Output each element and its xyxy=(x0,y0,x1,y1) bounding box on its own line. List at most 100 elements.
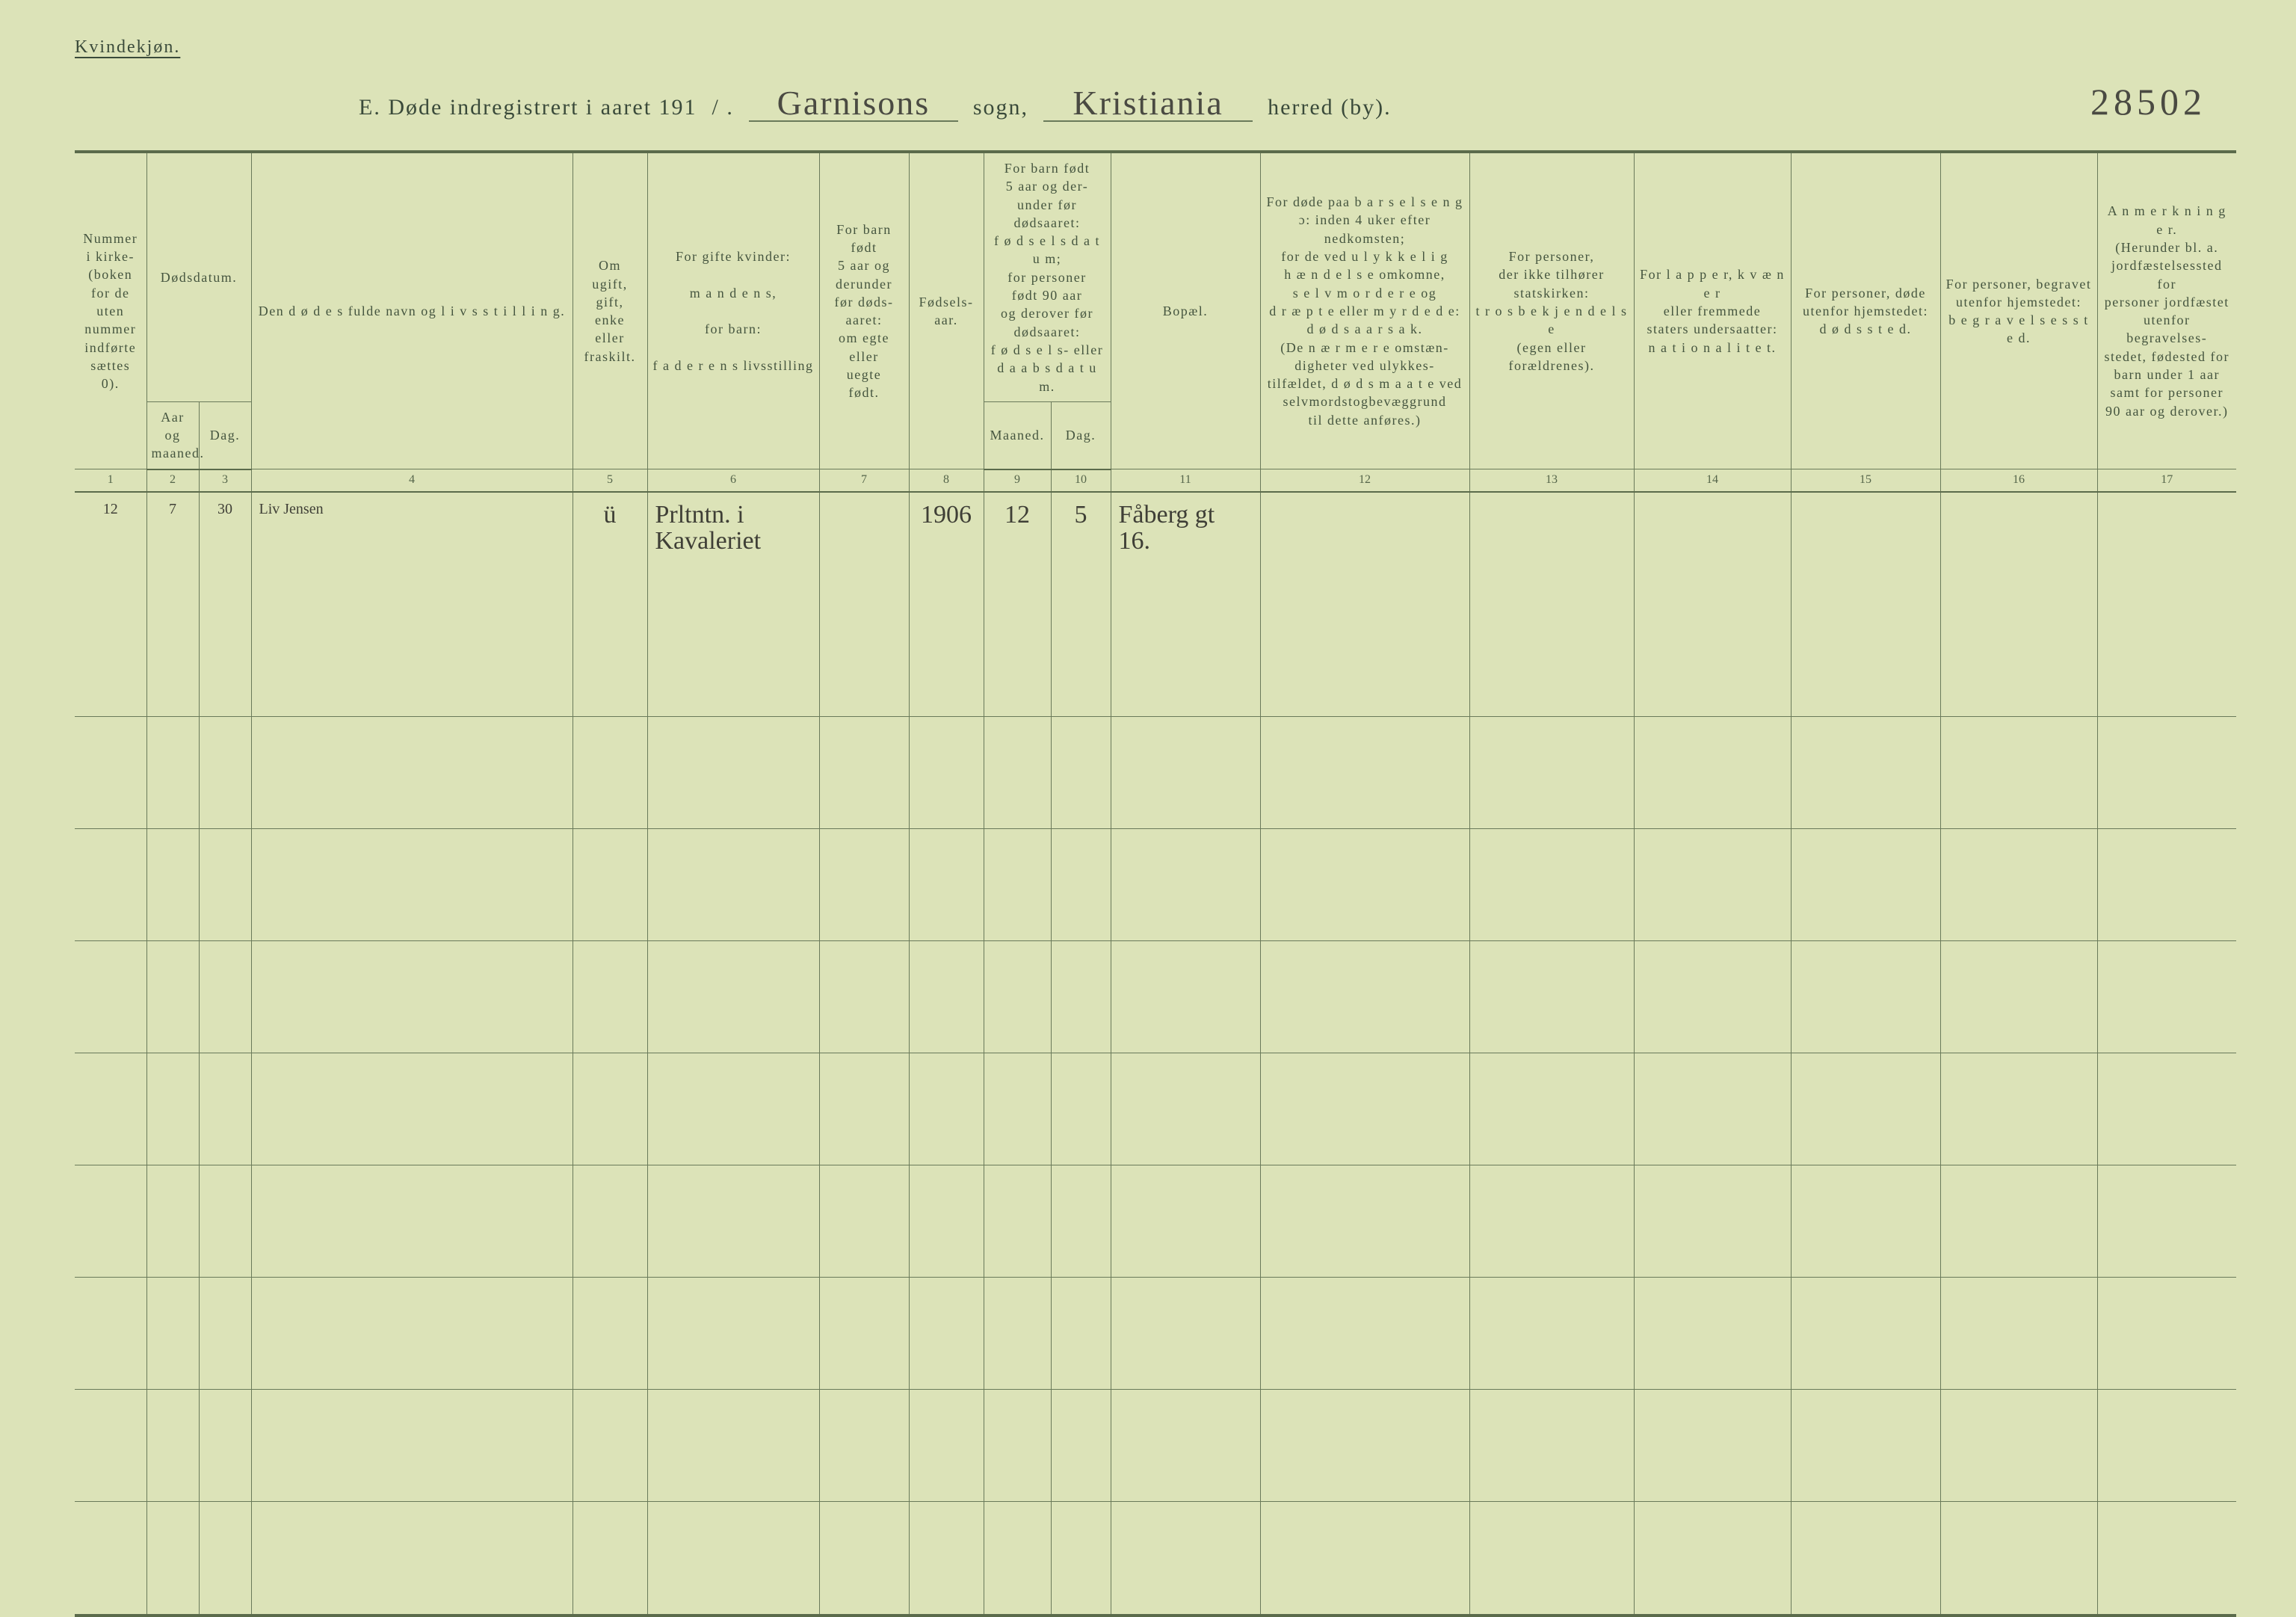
cell xyxy=(1791,1053,1940,1165)
cell xyxy=(1634,493,1791,605)
cell xyxy=(1111,1165,1260,1278)
cell: 1906 xyxy=(909,493,984,605)
cell xyxy=(251,1053,573,1165)
title-year-suffix: / . xyxy=(712,95,734,120)
col-header: A n m e r k n i n g e r. (Herunder bl. a… xyxy=(2097,153,2236,469)
cell xyxy=(251,941,573,1053)
cell xyxy=(1791,1165,1940,1278)
cell xyxy=(75,1390,146,1502)
cell xyxy=(1469,1390,1634,1502)
cell xyxy=(1260,717,1469,829)
cell xyxy=(75,605,146,717)
cell xyxy=(199,829,251,941)
table-row: 12 7 30 Liv Jensen ü Prltntn. i Kavaleri… xyxy=(75,493,2236,605)
cell xyxy=(984,1165,1051,1278)
cell xyxy=(573,1278,647,1390)
col-subheader: Maaned. xyxy=(984,401,1051,469)
cell xyxy=(647,605,819,717)
cell xyxy=(909,1502,984,1614)
table-row xyxy=(75,1278,2236,1390)
cell xyxy=(1469,829,1634,941)
cell xyxy=(647,829,819,941)
cell xyxy=(1940,605,2097,717)
cell xyxy=(1260,605,1469,717)
cell xyxy=(819,717,909,829)
cell xyxy=(984,605,1051,717)
cell xyxy=(146,1502,199,1614)
cell xyxy=(75,1053,146,1165)
cell xyxy=(1051,717,1111,829)
col-num: 4 xyxy=(251,469,573,492)
cell xyxy=(1634,1502,1791,1614)
cell xyxy=(1940,941,2097,1053)
cell xyxy=(251,605,573,717)
cell xyxy=(1111,829,1260,941)
cell xyxy=(1260,1278,1469,1390)
cell xyxy=(909,829,984,941)
col-header: Bopæl. xyxy=(1111,153,1260,469)
cell xyxy=(1469,1053,1634,1165)
table-row xyxy=(75,829,2236,941)
cell xyxy=(984,829,1051,941)
cell xyxy=(819,1390,909,1502)
cell xyxy=(909,1278,984,1390)
cell xyxy=(2097,1053,2236,1165)
cell xyxy=(1791,1278,1940,1390)
cell xyxy=(819,605,909,717)
cell xyxy=(1111,1502,1260,1614)
cell xyxy=(1260,1053,1469,1165)
cell xyxy=(1469,1502,1634,1614)
cell xyxy=(199,1390,251,1502)
cell xyxy=(1111,605,1260,717)
cell xyxy=(2097,493,2236,605)
cell xyxy=(909,941,984,1053)
cell xyxy=(1469,1278,1634,1390)
cell xyxy=(1791,1390,1940,1502)
cell xyxy=(1051,1390,1111,1502)
cell xyxy=(251,1165,573,1278)
ledger-header: Nummer i kirke- (boken for de uten numme… xyxy=(75,153,2236,493)
cell xyxy=(199,1165,251,1278)
cell xyxy=(2097,1165,2236,1278)
col-num: 11 xyxy=(1111,469,1260,492)
table-row xyxy=(75,717,2236,829)
col-header: For personer, begravet utenfor hjemstede… xyxy=(1940,153,2097,469)
cell: 5 xyxy=(1051,493,1111,605)
cell xyxy=(573,829,647,941)
cell xyxy=(647,941,819,1053)
cell xyxy=(1940,493,2097,605)
cell xyxy=(2097,1278,2236,1390)
col-num: 3 xyxy=(199,469,251,492)
cell xyxy=(573,605,647,717)
cell xyxy=(2097,605,2236,717)
cell: Liv Jensen xyxy=(251,493,573,605)
cell xyxy=(1940,717,2097,829)
cell xyxy=(75,1502,146,1614)
cell xyxy=(1260,1502,1469,1614)
sogn-value: Garnisons xyxy=(749,86,958,122)
cell xyxy=(1634,1053,1791,1165)
cell xyxy=(199,1278,251,1390)
cell xyxy=(909,1053,984,1165)
col-header: For l a p p e r, k v æ n e r eller fremm… xyxy=(1634,153,1791,469)
cell xyxy=(1791,1502,1940,1614)
col-num: 7 xyxy=(819,469,909,492)
column-numbers-row: 1 2 3 4 5 6 7 8 9 10 11 12 13 14 15 16 1… xyxy=(75,469,2236,492)
table-row xyxy=(75,1502,2236,1614)
col-num: 17 xyxy=(2097,469,2236,492)
cell xyxy=(647,1278,819,1390)
cell xyxy=(1469,717,1634,829)
col-num: 1 xyxy=(75,469,146,492)
cell xyxy=(146,717,199,829)
cell: 7 xyxy=(146,493,199,605)
cell xyxy=(75,1278,146,1390)
cell xyxy=(146,1165,199,1278)
cell xyxy=(199,605,251,717)
cell xyxy=(75,829,146,941)
col-num: 16 xyxy=(1940,469,2097,492)
cell xyxy=(251,1278,573,1390)
cell: Prltntn. i Kavaleriet xyxy=(647,493,819,605)
table-row xyxy=(75,1053,2236,1165)
cell xyxy=(819,493,909,605)
cell xyxy=(75,717,146,829)
